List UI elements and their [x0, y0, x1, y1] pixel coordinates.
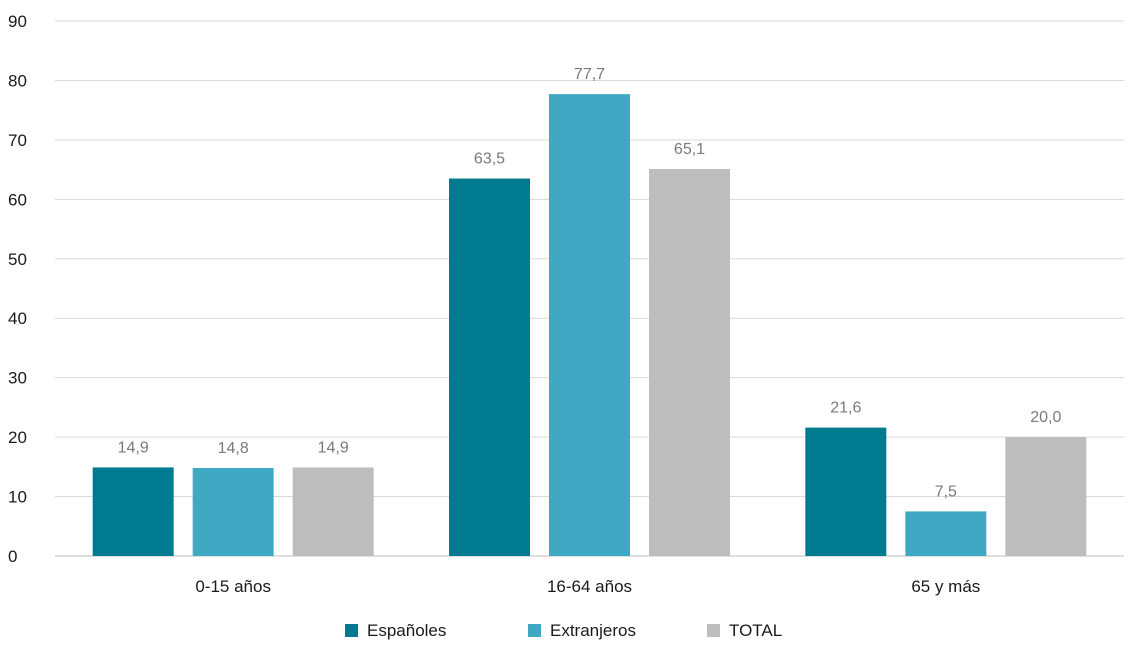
x-category-label: 16-64 años	[547, 577, 632, 596]
y-tick-label: 20	[8, 428, 27, 447]
y-axis-ticks: 0 10 20 30 40 50 60 70 80 90	[8, 12, 27, 566]
bar	[92, 467, 174, 556]
x-category-label: 65 y más	[911, 577, 980, 596]
legend-label: Extranjeros	[550, 621, 636, 640]
bar	[192, 468, 274, 556]
bar	[649, 169, 730, 556]
data-label: 14,8	[218, 440, 249, 457]
legend-label: Españoles	[367, 621, 446, 640]
legend-swatch	[528, 624, 541, 637]
bar	[449, 178, 530, 556]
legend-item: Españoles	[345, 621, 446, 640]
legend: Españoles Extranjeros TOTAL	[345, 621, 782, 640]
data-label: 20,0	[1030, 409, 1061, 426]
bar	[805, 427, 887, 556]
data-labels: 14,9 14,8 14,9 63,5 77,7 65,1 21,6 7,5 20,0	[118, 66, 1062, 500]
legend-label: TOTAL	[729, 621, 782, 640]
y-tick-label: 40	[8, 309, 27, 328]
y-tick-label: 90	[8, 12, 27, 31]
data-label: 21,6	[830, 400, 861, 417]
y-tick-label: 80	[8, 71, 27, 90]
y-tick-label: 70	[8, 131, 27, 150]
legend-item: Extranjeros	[528, 621, 636, 640]
data-label: 65,1	[674, 141, 705, 158]
bar	[1005, 437, 1087, 556]
legend-item: TOTAL	[707, 621, 782, 640]
data-label: 7,5	[935, 483, 957, 500]
y-tick-label: 0	[8, 547, 17, 566]
data-label: 14,9	[118, 439, 149, 456]
x-category-label: 0-15 años	[195, 577, 271, 596]
y-tick-label: 10	[8, 488, 27, 507]
y-tick-label: 50	[8, 250, 27, 269]
bar	[549, 94, 630, 556]
bar	[905, 511, 987, 556]
data-label: 63,5	[474, 151, 505, 168]
x-axis-categories: 0-15 años 16-64 años 65 y más	[195, 577, 980, 596]
y-tick-label: 60	[8, 190, 27, 209]
legend-swatch	[707, 624, 720, 637]
legend-swatch	[345, 624, 358, 637]
bar	[292, 467, 374, 556]
data-label: 14,9	[318, 439, 349, 456]
bars	[92, 94, 1087, 556]
data-label: 77,7	[574, 66, 605, 83]
y-tick-label: 30	[8, 369, 27, 388]
